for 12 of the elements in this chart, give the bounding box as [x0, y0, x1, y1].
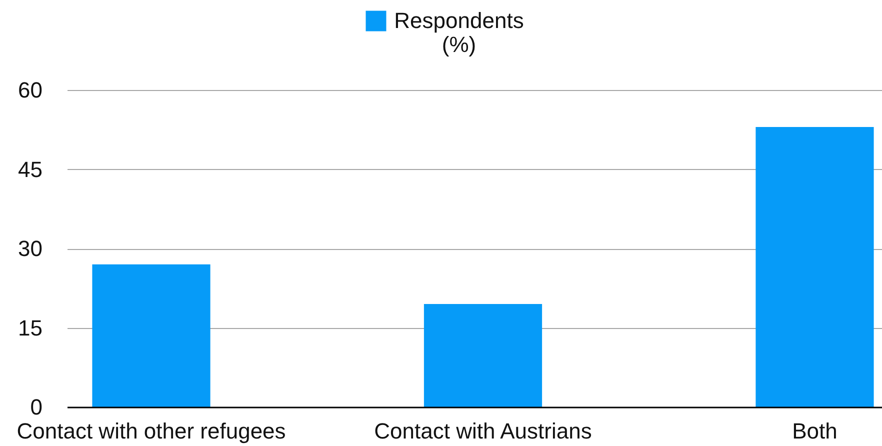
y-tick-label: 0: [30, 394, 42, 420]
bar: [92, 264, 210, 407]
x-tick-label: Contact with other refugees: [16, 418, 286, 444]
y-tick-label: 30: [18, 236, 42, 261]
x-tick-label: Contact with Austrians: [374, 418, 592, 444]
legend-label: Respondents (%): [394, 8, 524, 57]
bar: [424, 304, 542, 407]
bar: [756, 126, 874, 407]
y-tick-label: 45: [18, 156, 42, 182]
y-tick-label: 15: [18, 315, 42, 340]
y-tick-label: 60: [18, 78, 42, 102]
x-tick-label: Both: [792, 418, 838, 444]
